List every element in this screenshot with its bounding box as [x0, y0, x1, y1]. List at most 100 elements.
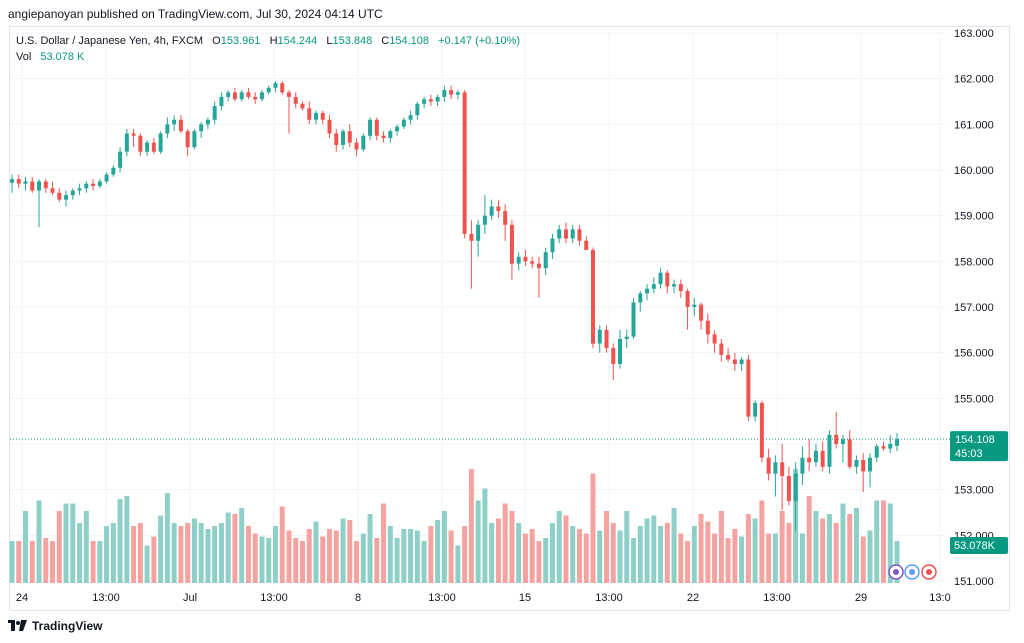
volume-bar: [860, 536, 866, 583]
volume-bar: [691, 526, 697, 583]
volume-bar: [502, 503, 508, 583]
volume-bar: [320, 536, 326, 583]
time-tick-label: 29: [855, 592, 867, 604]
candle-body: [759, 402, 764, 458]
candle-body: [354, 142, 359, 150]
candle-body: [57, 192, 62, 200]
candle-body: [368, 119, 373, 136]
open-value: 153.961: [220, 35, 261, 47]
volume-bar: [718, 511, 724, 583]
volume-bar: [880, 500, 886, 583]
volume-bar: [16, 541, 22, 583]
candle-body: [199, 124, 204, 132]
volume-bar: [833, 523, 839, 583]
candle-body: [543, 252, 548, 269]
volume-bar: [685, 541, 691, 583]
volume-bar: [232, 514, 238, 583]
volume-bar: [631, 538, 637, 583]
candle-body: [10, 179, 14, 183]
volume-bar: [489, 523, 495, 583]
candle-body: [577, 229, 582, 241]
volume-bar: [590, 473, 596, 583]
volume-bar: [766, 533, 772, 583]
candle-body: [84, 183, 89, 189]
candle-body: [145, 142, 150, 152]
volume-bar: [576, 529, 582, 583]
volume-label: Vol: [16, 51, 32, 63]
candle-body: [773, 462, 778, 474]
last-price-tag: [950, 431, 1008, 462]
candle-body: [314, 112, 319, 120]
volume-bar: [705, 521, 711, 583]
time-tick-label: 24: [16, 592, 28, 604]
volume-bar: [279, 506, 285, 583]
high-label: H: [269, 35, 278, 47]
volume-bar: [570, 526, 576, 583]
candle-body: [273, 83, 278, 88]
candle-body: [388, 131, 393, 139]
publisher-headline: angiepanoyan published on TradingView.co…: [8, 7, 383, 21]
price-candles: [10, 80, 899, 531]
time-tick-label: 22: [687, 592, 699, 604]
volume-bar: [604, 511, 610, 583]
last-price-value: 154.108: [955, 434, 995, 446]
volume-bar: [63, 503, 69, 583]
candle-body: [550, 238, 555, 253]
volume-bar: [77, 523, 83, 583]
chart-panel[interactable]: [9, 26, 1010, 611]
candle-body: [482, 215, 487, 225]
candle-body: [111, 167, 116, 175]
candle-body: [807, 457, 812, 463]
price-tick-label: 159.000: [954, 211, 994, 223]
candle-body: [705, 320, 710, 335]
tradingview-brand: TradingView: [32, 619, 103, 633]
open-label: O: [212, 35, 221, 47]
candle-body: [334, 133, 339, 145]
candle-body: [91, 183, 96, 186]
volume-bar: [225, 512, 231, 583]
candle-body: [205, 119, 210, 125]
volume-bar: [131, 526, 137, 583]
time-tick-label: 13:00: [763, 592, 791, 604]
price-tags: 154.108 45:03 53.078K: [888, 431, 1008, 580]
volume-bar: [847, 514, 853, 583]
candle-body: [165, 124, 170, 134]
candle-body: [246, 92, 251, 97]
high-value: 154.244: [277, 35, 318, 47]
candle-body: [590, 249, 595, 344]
volume-bar: [97, 541, 103, 583]
volume-bar: [529, 529, 535, 583]
candle-body: [584, 240, 589, 250]
candle-body: [347, 131, 352, 143]
candle-body: [172, 119, 177, 125]
candle-body: [293, 96, 298, 104]
volume-bar: [414, 530, 420, 583]
volume-bar: [813, 511, 819, 583]
tradingview-footer[interactable]: TradingView: [8, 619, 102, 633]
volume-bar: [50, 541, 56, 583]
price-tick-label: 160.000: [954, 165, 994, 177]
candle-body: [854, 459, 859, 467]
volume-bar: [191, 518, 197, 583]
candle-body: [793, 473, 798, 502]
candle-body: [253, 96, 258, 100]
candle-body: [37, 181, 42, 191]
candle-body: [435, 96, 440, 102]
volume-bar: [739, 536, 745, 583]
candle-body: [70, 190, 75, 196]
tradingview-logo-icon: [8, 620, 27, 631]
volume-bar: [786, 523, 792, 583]
volume-bar: [509, 511, 515, 583]
candle-body: [280, 83, 285, 93]
volume-bar: [468, 469, 474, 583]
candle-body: [401, 119, 406, 127]
time-tick-label: 13:00: [428, 592, 456, 604]
volume-bar: [198, 523, 204, 583]
volume-bar: [259, 536, 265, 583]
volume-bar: [354, 541, 360, 583]
volume-bar: [333, 530, 339, 583]
volume-bar: [495, 518, 501, 583]
volume-bar: [29, 541, 35, 583]
candle-body: [840, 439, 845, 444]
